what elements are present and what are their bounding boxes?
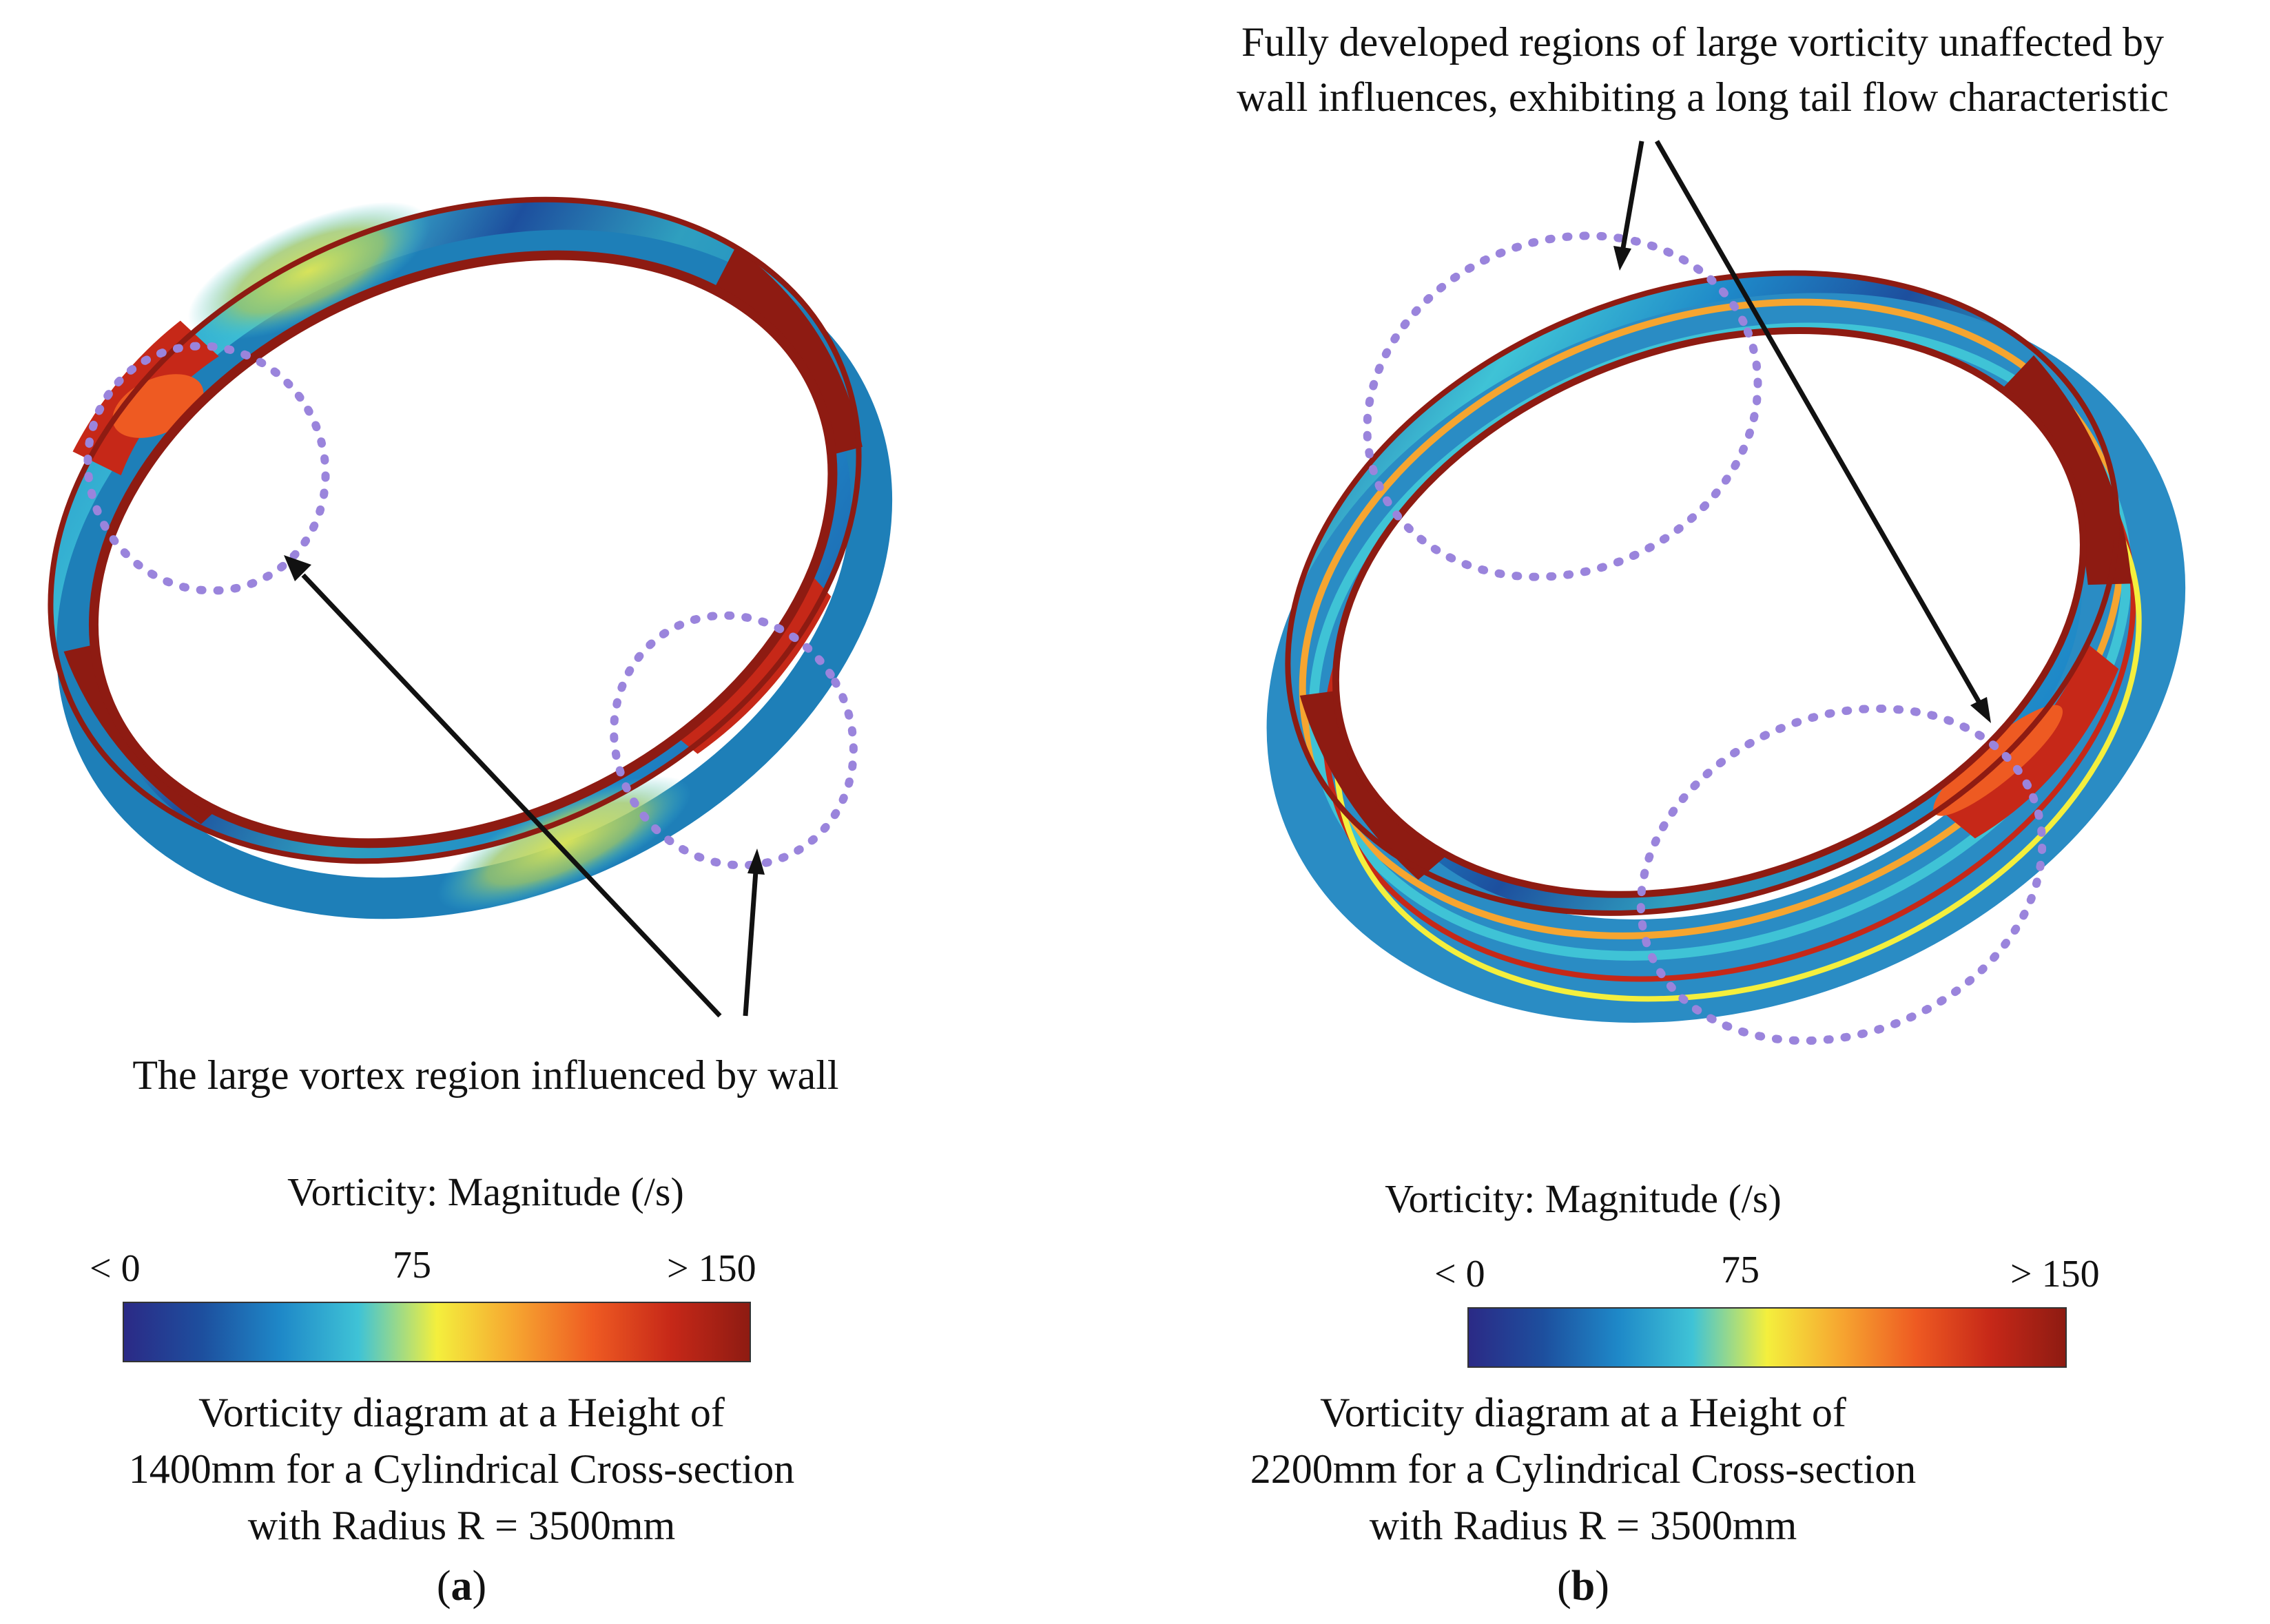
arrowhead-b-upper	[1613, 246, 1631, 271]
arrow-b-to-lower	[1654, 140, 1982, 704]
annotation-text-b-line-1: Fully developed regions of large vortici…	[1241, 19, 2165, 65]
ring-inner-hole	[93, 255, 833, 844]
highlight-circle-b-lower	[1636, 704, 2047, 1045]
colorbar-max-label-a: > 150	[667, 1247, 756, 1290]
yellow-region-top	[187, 202, 431, 340]
arrow-b-to-upper	[1620, 140, 1644, 249]
colorbar-max-label-b: > 150	[2010, 1253, 2100, 1295]
highlight-circle-b-upper	[1363, 231, 1762, 581]
colorbar-a	[123, 1302, 751, 1362]
colorbar-b	[1467, 1307, 2067, 1368]
caption-a-line-1: Vorticity diagram at a Height of	[198, 1390, 725, 1435]
arrow-to-lower-right	[743, 871, 759, 1017]
colorbar-mid-label-b: 75	[1721, 1249, 1760, 1291]
panel-label-a: (a)	[436, 1563, 487, 1610]
arrowhead-lower-right	[747, 849, 765, 875]
colorbar-mid-label-a: 75	[393, 1244, 431, 1287]
ring-rim-line	[48, 196, 862, 864]
ring-inner-rim-line	[88, 250, 838, 849]
arrowhead-upper-left	[284, 555, 311, 581]
caption-b-line-3: with Radius R = 3500mm	[1369, 1503, 1797, 1548]
vorticity-ring-a	[48, 196, 893, 1018]
ring-b-outer-rim	[1285, 270, 2120, 916]
caption-a-line-2: 1400mm for a Cylindrical Cross-section	[128, 1446, 795, 1492]
colorbar-title-b: Vorticity: Magnitude (/s)	[1385, 1176, 1782, 1221]
vorticity-ring-b	[1266, 140, 2186, 1045]
arrowhead-b-lower	[1970, 697, 1991, 723]
annotation-text-b-line-2: wall influences, exhibiting a long tail …	[1237, 74, 2169, 120]
caption-a-line-3: with Radius R = 3500mm	[247, 1503, 676, 1548]
highlight-circle-lower-right	[610, 611, 858, 870]
colorbar-min-label-a: < 0	[90, 1247, 141, 1290]
colorbar-min-label-b: < 0	[1434, 1253, 1485, 1295]
caption-b-line-2: 2200mm for a Cylindrical Cross-section	[1250, 1446, 1917, 1492]
panel-a: The large vortex region influenced by wa…	[48, 196, 893, 1610]
arrow-to-upper-left	[301, 573, 722, 1018]
ring-b-inner-hole	[1335, 331, 2083, 895]
panel-b: Fully developed regions of large vortici…	[1135, 0, 2270, 1624]
panel-label-b: (b)	[1557, 1563, 1609, 1610]
highlight-circle-upper-left	[83, 342, 330, 595]
caption-b-line-1: Vorticity diagram at a Height of	[1320, 1390, 1846, 1435]
ring-b-inner-rim	[1332, 327, 2087, 898]
colorbar-title-a: Vorticity: Magnitude (/s)	[287, 1169, 684, 1214]
yellow-region-bottom	[437, 775, 692, 911]
annotation-text-a: The large vortex region influenced by wa…	[132, 1052, 839, 1098]
